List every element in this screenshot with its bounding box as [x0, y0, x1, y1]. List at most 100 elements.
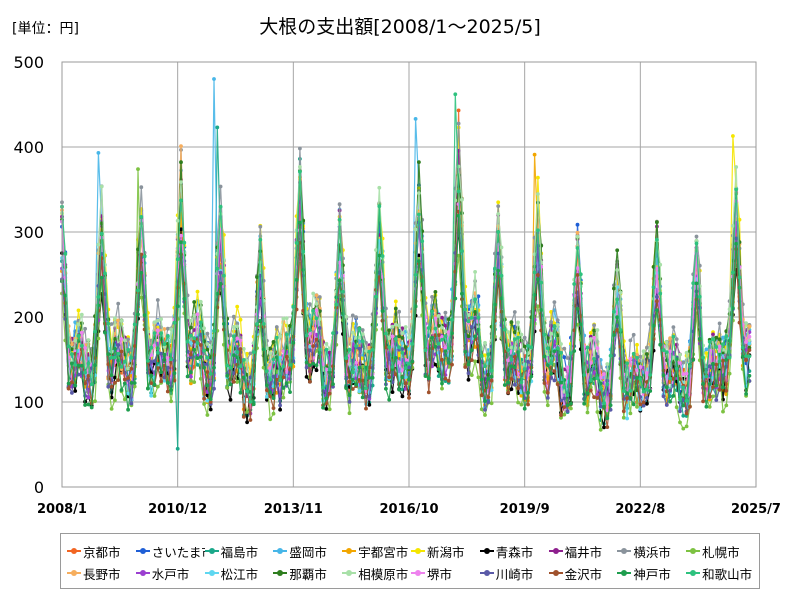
data-point — [165, 389, 170, 394]
data-point — [218, 281, 223, 286]
data-point — [215, 266, 220, 271]
data-point — [717, 344, 722, 349]
y-tick-label: 400 — [13, 138, 44, 157]
data-point — [354, 315, 358, 320]
data-point — [476, 315, 481, 320]
legend-label: さいたま市 — [151, 544, 205, 560]
data-point — [93, 399, 97, 404]
data-point — [536, 192, 540, 196]
data-point — [536, 277, 540, 282]
data-point — [671, 334, 676, 339]
data-point — [86, 338, 91, 342]
data-point — [701, 355, 705, 360]
data-point — [205, 413, 210, 417]
data-point — [407, 361, 411, 366]
data-point — [314, 308, 319, 313]
data-point — [370, 383, 375, 388]
data-point — [433, 308, 438, 313]
data-point — [268, 346, 273, 351]
data-point — [79, 343, 84, 348]
data-point — [678, 397, 682, 402]
legend-item: 福島市 — [204, 542, 274, 561]
data-point — [555, 346, 560, 350]
data-point — [542, 381, 547, 385]
data-point — [684, 371, 689, 376]
data-point — [202, 365, 207, 370]
data-point — [526, 402, 530, 407]
legend-item: 盛岡市 — [273, 542, 342, 561]
data-point — [245, 351, 250, 356]
data-point — [284, 332, 289, 337]
data-point — [189, 374, 193, 379]
data-point — [691, 358, 696, 362]
data-point — [588, 388, 593, 393]
data-point — [83, 403, 87, 407]
data-point — [66, 344, 71, 349]
data-point — [456, 189, 461, 194]
data-point — [377, 185, 382, 190]
data-point — [552, 349, 557, 354]
data-point — [231, 325, 236, 329]
data-point — [423, 348, 428, 352]
data-point — [714, 383, 719, 388]
data-point — [294, 241, 299, 245]
data-point — [298, 165, 302, 169]
legend-item: 和歌山市 — [686, 564, 755, 583]
data-point — [522, 335, 527, 340]
legend-marker — [617, 546, 632, 556]
data-point — [664, 385, 669, 390]
data-point — [212, 77, 216, 81]
data-point — [317, 347, 322, 352]
data-point — [565, 356, 570, 360]
x-axis: 2008/1 2010/12 2013/11 2016/10 2019/9 2022/8 2… — [37, 502, 781, 517]
data-point — [390, 334, 395, 339]
legend-marker — [342, 568, 357, 578]
data-point — [684, 424, 689, 429]
data-point — [189, 370, 193, 375]
data-point — [539, 280, 544, 285]
legend-label: 福島市 — [220, 544, 259, 560]
data-point — [691, 281, 696, 286]
data-point — [545, 363, 550, 367]
data-point — [651, 285, 656, 290]
data-point — [552, 369, 557, 373]
data-point — [314, 368, 319, 373]
data-point — [354, 360, 358, 365]
data-point — [327, 407, 332, 412]
data-point — [446, 378, 451, 383]
data-point — [251, 402, 256, 407]
data-point — [169, 327, 174, 332]
data-point — [486, 372, 491, 377]
legend-row: 長野市 水戸市 松江市 那覇市 相模原市 堺市 川崎市 金沢市 神戸市 和歌山市 — [67, 562, 755, 584]
data-point — [281, 386, 286, 390]
data-point — [165, 326, 170, 331]
data-point — [737, 275, 742, 280]
data-point — [99, 231, 104, 236]
data-point — [655, 308, 659, 312]
data-point — [549, 361, 553, 365]
data-point — [397, 387, 401, 392]
data-point — [288, 324, 292, 328]
data-point — [555, 382, 560, 387]
data-point — [473, 310, 477, 314]
data-point — [185, 339, 190, 344]
data-point — [337, 202, 342, 207]
data-point — [648, 389, 653, 393]
data-point — [585, 345, 590, 350]
data-point — [103, 330, 107, 335]
data-point — [261, 322, 266, 326]
data-point — [146, 359, 150, 363]
data-point — [103, 271, 107, 276]
data-point — [483, 413, 487, 417]
legend-label: 和歌山市 — [702, 566, 753, 582]
data-point — [397, 323, 401, 328]
data-point — [615, 268, 620, 272]
data-point — [149, 345, 154, 350]
line-chart: 0 100 200 300 400 500 2008/1 2010/12 2013/11 201… — [13, 53, 781, 517]
data-point — [473, 270, 477, 274]
data-point — [502, 383, 507, 387]
data-point — [655, 295, 659, 299]
data-point — [585, 410, 590, 415]
data-point — [664, 403, 669, 407]
data-point — [615, 297, 620, 302]
